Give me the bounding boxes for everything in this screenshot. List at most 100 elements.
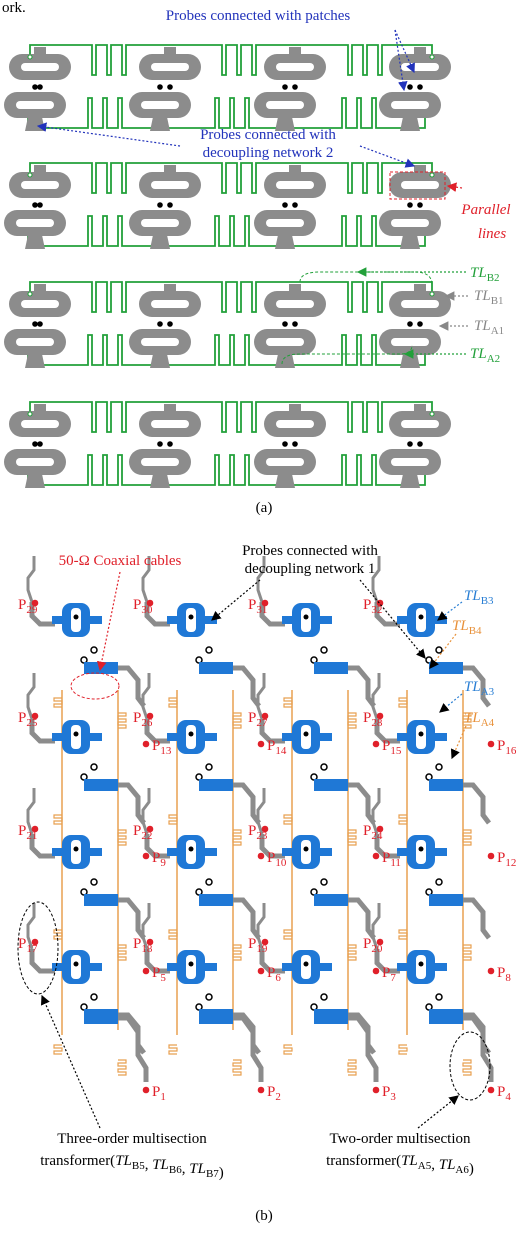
patch — [199, 662, 233, 674]
text-part: transformer( — [40, 1153, 115, 1169]
via — [429, 54, 435, 60]
annotation: Probes connected with patches — [166, 8, 351, 24]
probe — [32, 321, 38, 327]
label-main: P — [18, 936, 26, 952]
label-main: TL — [439, 1157, 456, 1173]
label: P4 — [497, 1084, 511, 1103]
annotation: decoupling network 2 — [203, 145, 334, 161]
probe — [157, 441, 163, 447]
probe — [407, 202, 413, 208]
patch-arm — [320, 733, 332, 741]
tl-outline — [299, 271, 433, 286]
label: P5 — [152, 965, 166, 984]
label: P9 — [152, 850, 166, 869]
transformer — [259, 719, 285, 744]
port-dot — [487, 967, 495, 975]
via — [27, 54, 33, 60]
patch-slot — [276, 420, 314, 428]
patch-slot — [401, 181, 439, 189]
label-sub: 20 — [371, 943, 383, 955]
patch-stem — [25, 117, 45, 131]
patch — [314, 894, 348, 906]
patch-stem — [34, 165, 46, 173]
patch-stem — [150, 474, 170, 488]
port-dot — [257, 740, 265, 748]
label: P22 — [133, 823, 152, 842]
patch-stem — [414, 284, 426, 292]
patch-arm — [90, 733, 102, 741]
label: TLA3 — [464, 679, 495, 698]
probe — [37, 441, 43, 447]
label-sub: 8 — [505, 972, 511, 984]
patch-slot — [186, 840, 196, 864]
probe — [303, 961, 309, 967]
meander — [168, 697, 178, 708]
patch-arm — [90, 848, 102, 856]
transformer — [118, 897, 146, 940]
label-main: TL — [464, 588, 481, 604]
label-sub: 13 — [160, 745, 172, 757]
patch-stem — [289, 284, 301, 292]
patch-arm — [205, 848, 217, 856]
patch-slot — [391, 338, 429, 346]
probe — [303, 731, 309, 737]
patch-slot — [391, 219, 429, 227]
patch-slot — [276, 300, 314, 308]
meander — [53, 814, 63, 825]
transformer — [348, 1015, 379, 1082]
port-dot — [372, 1086, 380, 1094]
label-main: P — [133, 936, 141, 952]
label-sub: 32 — [371, 604, 382, 616]
patch-arm — [90, 616, 102, 624]
probe — [188, 731, 194, 737]
patch — [429, 662, 463, 674]
patch-arm — [320, 963, 332, 971]
arrow — [40, 994, 101, 1129]
label-sub: 1 — [160, 1091, 166, 1103]
meander — [398, 814, 408, 825]
text-part: ) — [469, 1161, 474, 1177]
label-main: P — [133, 597, 141, 613]
probe — [418, 846, 424, 852]
probe — [157, 321, 163, 327]
feed-line — [29, 162, 433, 194]
label: P20 — [363, 936, 383, 955]
label: P2 — [267, 1084, 281, 1103]
label-sub: 22 — [141, 830, 152, 842]
label-main: TL — [115, 1153, 132, 1169]
patch-stem — [164, 284, 176, 292]
label-main: P — [497, 738, 505, 754]
patch-stem — [275, 474, 295, 488]
coax — [320, 878, 328, 886]
transformer — [26, 556, 36, 603]
port-dot — [487, 740, 495, 748]
label-sub: B5 — [132, 1160, 145, 1172]
transformer — [256, 788, 266, 835]
coax — [90, 878, 98, 886]
probe — [303, 614, 309, 620]
label: P30 — [133, 597, 153, 616]
probe — [167, 441, 173, 447]
via — [429, 291, 435, 297]
transformer — [29, 602, 55, 627]
transformer — [144, 834, 170, 859]
meander — [53, 697, 63, 708]
label-main: P — [18, 597, 26, 613]
label-sub: A3 — [481, 686, 495, 698]
patch-arm — [397, 616, 407, 624]
annotation: 50-Ω Coaxial cables — [59, 553, 182, 569]
coax — [435, 646, 443, 654]
label-main: P — [152, 738, 160, 754]
probe — [157, 202, 163, 208]
label-main: P — [133, 710, 141, 726]
via — [27, 411, 33, 417]
transformer — [463, 665, 491, 708]
patch-arm — [205, 733, 217, 741]
transformer — [233, 782, 261, 825]
patch-arm — [397, 963, 407, 971]
label-main: TL — [464, 679, 481, 695]
patch-slot — [141, 219, 179, 227]
patch-stem — [150, 117, 170, 131]
patch — [314, 779, 348, 791]
port-dot — [376, 938, 384, 946]
